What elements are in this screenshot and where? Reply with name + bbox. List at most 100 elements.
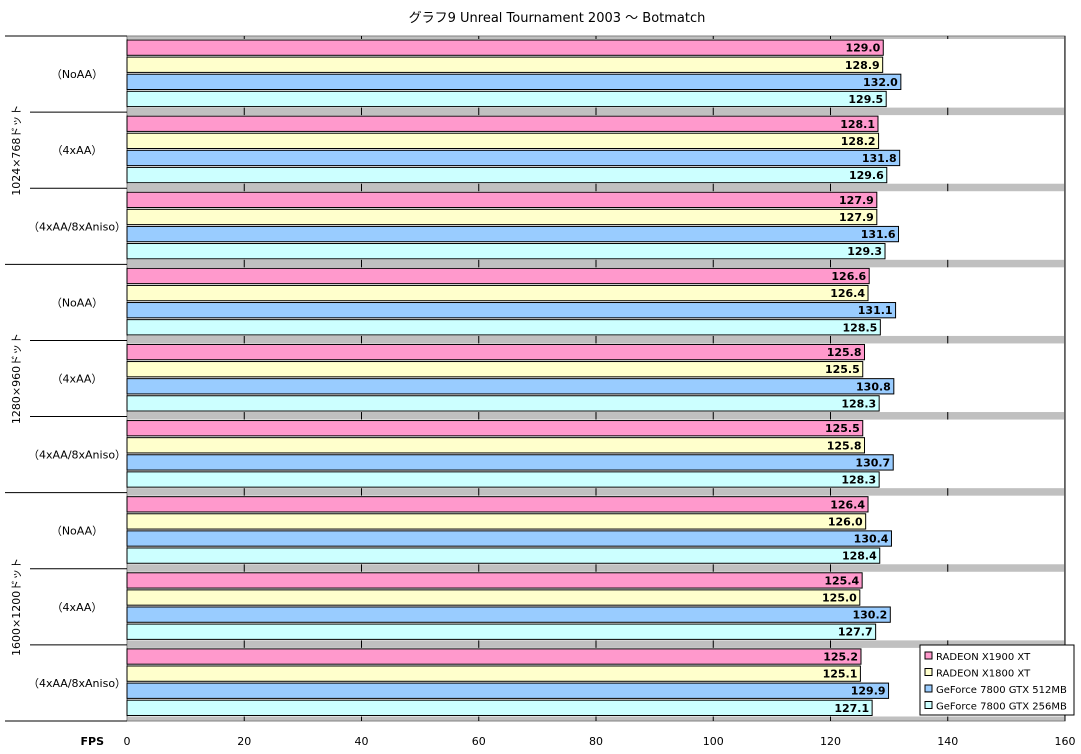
category-label: （4xAA/8xAniso） [28, 449, 126, 462]
category-label: （NoAA） [51, 525, 103, 538]
category-label: （4xAA/8xAniso） [28, 220, 126, 233]
bar [126, 699, 873, 716]
data-label: 130.7 [855, 456, 890, 469]
x-tick-label: 160 [1055, 735, 1076, 748]
data-label: 126.0 [828, 515, 863, 528]
legend-swatch [924, 701, 933, 709]
bar [126, 513, 867, 530]
bar [126, 437, 866, 454]
bar [126, 623, 877, 640]
data-label: 127.1 [834, 702, 869, 715]
group-label: 1600×1200ドット [10, 558, 23, 656]
x-tick-label: 80 [589, 735, 603, 748]
data-label: 128.5 [843, 321, 878, 334]
legend-swatch [924, 668, 933, 676]
bar [126, 665, 861, 682]
bar [126, 319, 881, 336]
data-label: 127.9 [839, 194, 874, 207]
data-label: 125.4 [824, 574, 859, 587]
category-label: （4xAA） [52, 373, 103, 386]
data-label: 126.6 [831, 270, 866, 283]
category-label: （4xAA） [52, 601, 103, 614]
category-label: （4xAA/8xAniso） [28, 677, 126, 690]
data-label: 128.4 [842, 550, 877, 563]
data-label: 129.0 [845, 42, 880, 55]
bar [126, 73, 902, 90]
bar [126, 149, 901, 167]
data-label: 130.4 [854, 533, 889, 546]
bar [126, 530, 892, 547]
data-label: 128.9 [845, 59, 880, 72]
data-label: 125.8 [827, 439, 862, 452]
data-label: 125.5 [825, 363, 860, 376]
x-tick-label: 120 [820, 735, 841, 748]
legend-swatch [924, 651, 933, 660]
x-axis-label: FPS [81, 735, 105, 748]
legend: RADEON X1900 XT RADEON X1800 XT GeForce 78… [919, 644, 1075, 716]
data-label: 129.6 [849, 169, 884, 182]
x-tick-label: 20 [237, 735, 251, 748]
chart-title: グラフ9 Unreal Tournament 2003 〜 Botmatch [409, 11, 706, 26]
data-label: 130.2 [853, 609, 888, 622]
data-label: 128.3 [841, 397, 876, 410]
group-label: 1024×768ドット [10, 105, 23, 196]
data-label: 131.6 [861, 228, 896, 241]
bar [126, 361, 864, 378]
legend-label: GeForce 7800 GTX 512MB [936, 685, 1067, 696]
bar [126, 395, 880, 412]
bar [126, 606, 891, 623]
data-label: 128.3 [841, 474, 876, 487]
category-label: （4xAA） [52, 144, 103, 157]
data-label: 125.1 [823, 668, 858, 681]
bar [126, 471, 880, 488]
bar [126, 208, 878, 226]
bar [126, 343, 866, 361]
bar [126, 284, 869, 302]
bar [126, 454, 894, 471]
x-tick-label: 40 [355, 735, 369, 748]
legend-box [919, 644, 1075, 716]
legend-label: RADEON X1800 XT [936, 669, 1031, 680]
data-label: 131.8 [862, 152, 897, 165]
category-label: （NoAA） [51, 68, 103, 81]
bar [126, 496, 869, 513]
x-tick-label: 0 [124, 735, 131, 748]
data-label: 130.8 [856, 380, 891, 393]
bar [126, 90, 887, 108]
data-label: 127.9 [839, 211, 874, 224]
data-label: 125.0 [822, 592, 857, 605]
bar [126, 648, 862, 665]
data-label: 125.8 [827, 346, 862, 359]
legend-label: GeForce 7800 GTX 256MB [936, 702, 1067, 713]
data-label: 127.7 [838, 626, 873, 639]
bar [126, 191, 878, 209]
data-label: 132.0 [863, 76, 898, 89]
plot-area: 129.0 128.1 127.9 126.6 125.8 125.5 126.4 125.4… [5, 35, 1076, 748]
data-label: 125.5 [825, 422, 860, 435]
bar [126, 589, 861, 606]
bar [126, 115, 879, 132]
bar [126, 39, 884, 56]
data-label: 125.2 [823, 651, 858, 664]
data-label: 129.9 [851, 685, 886, 698]
x-tick-label: 100 [703, 735, 724, 748]
x-tick-label: 140 [937, 735, 958, 748]
legend-label: RADEON X1900 XT [936, 652, 1031, 663]
data-label: 129.3 [847, 245, 882, 258]
data-label: 128.1 [840, 118, 875, 131]
bar [126, 166, 888, 184]
data-label: 126.4 [830, 287, 865, 300]
bar [126, 302, 897, 319]
bar [126, 420, 864, 437]
bar [126, 572, 863, 589]
x-tick-label: 60 [472, 735, 486, 748]
group-label: 1280×960ドット [10, 333, 23, 424]
bar [126, 267, 870, 285]
data-label: 126.4 [830, 498, 865, 511]
data-label: 128.2 [841, 135, 876, 148]
bar [126, 682, 890, 699]
bar [126, 225, 900, 243]
bar [126, 547, 881, 564]
bar [126, 378, 895, 395]
